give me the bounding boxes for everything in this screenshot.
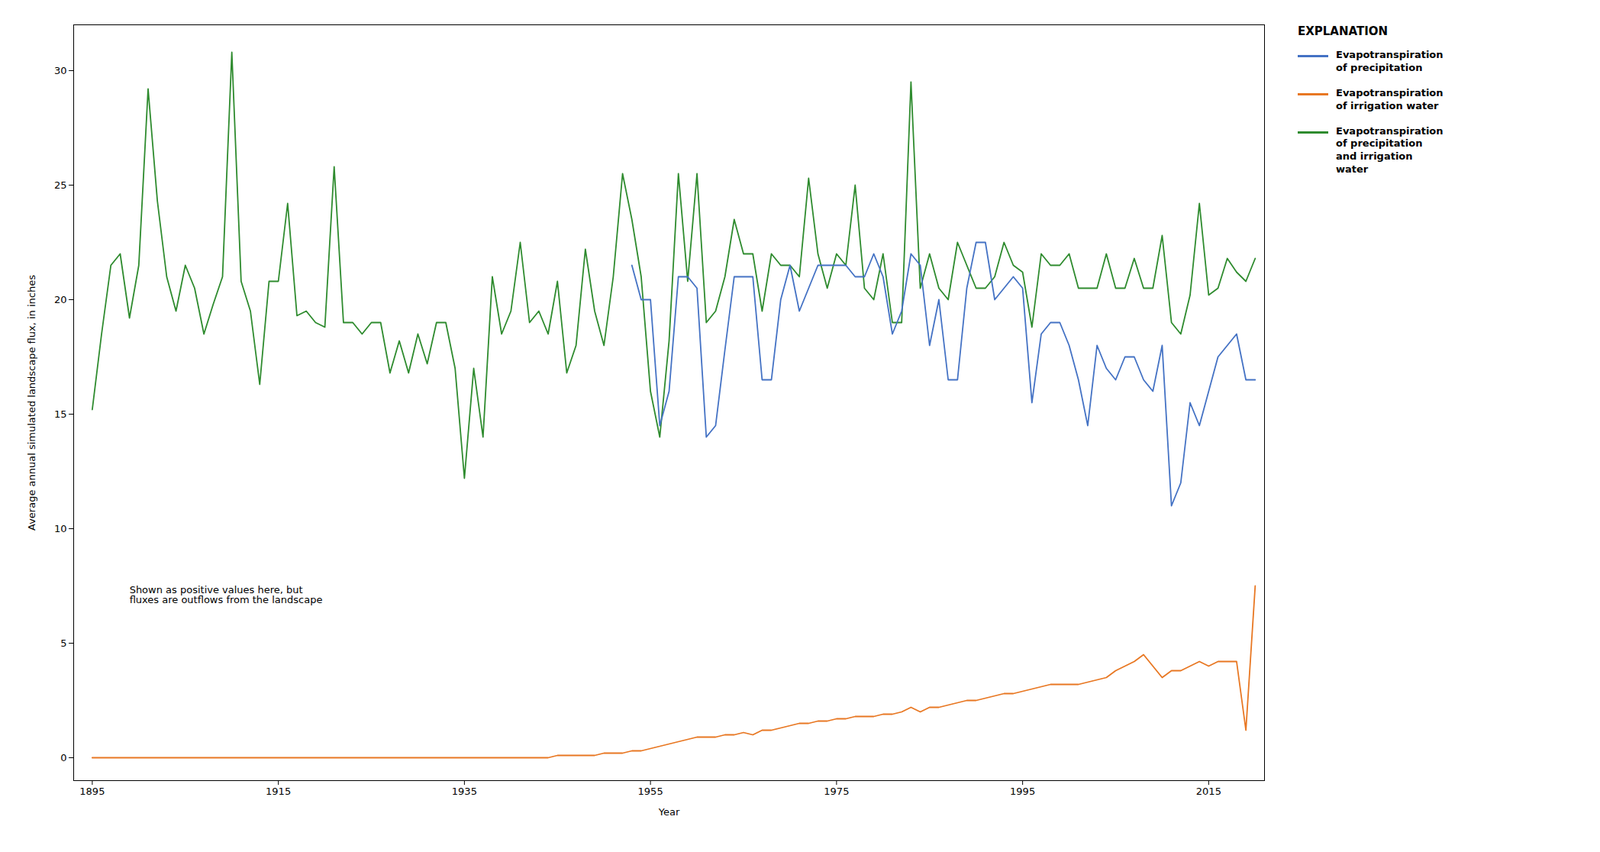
svg-text:Shown as positive values here,: Shown as positive values here, butfluxes… — [129, 583, 323, 606]
html-text:Evapotranspiration of precipit: Evapotranspiration of precipitation — [1335, 48, 1444, 74]
svg-text:20: 20 — [54, 293, 68, 306]
svg-text:5: 5 — [60, 637, 67, 649]
html-text:Evapotranspiration of precipit: Evapotranspiration of precipitation and … — [1335, 124, 1444, 175]
svg-text:1995: 1995 — [1009, 785, 1036, 797]
svg-text:25: 25 — [54, 179, 68, 191]
svg-text:30: 30 — [54, 64, 68, 77]
svg-text:0: 0 — [60, 751, 67, 764]
svg-text:1935: 1935 — [451, 785, 478, 797]
svg-text:1955: 1955 — [638, 785, 664, 797]
svg-text:Average annual simulated lands: Average annual simulated landscape flux,… — [25, 274, 38, 531]
svg-text:Year: Year — [658, 806, 681, 818]
svg-text:2015: 2015 — [1196, 785, 1222, 797]
svg-text:1895: 1895 — [79, 785, 105, 797]
html-text:EXPLANATION: EXPLANATION — [1297, 24, 1388, 39]
svg-text:1975: 1975 — [823, 785, 849, 797]
svg-text:1915: 1915 — [265, 785, 291, 797]
svg-text:15: 15 — [54, 408, 68, 420]
svg-text:10: 10 — [54, 522, 68, 535]
html-text:Evapotranspiration of irrigati: Evapotranspiration of irrigation water — [1335, 86, 1444, 112]
